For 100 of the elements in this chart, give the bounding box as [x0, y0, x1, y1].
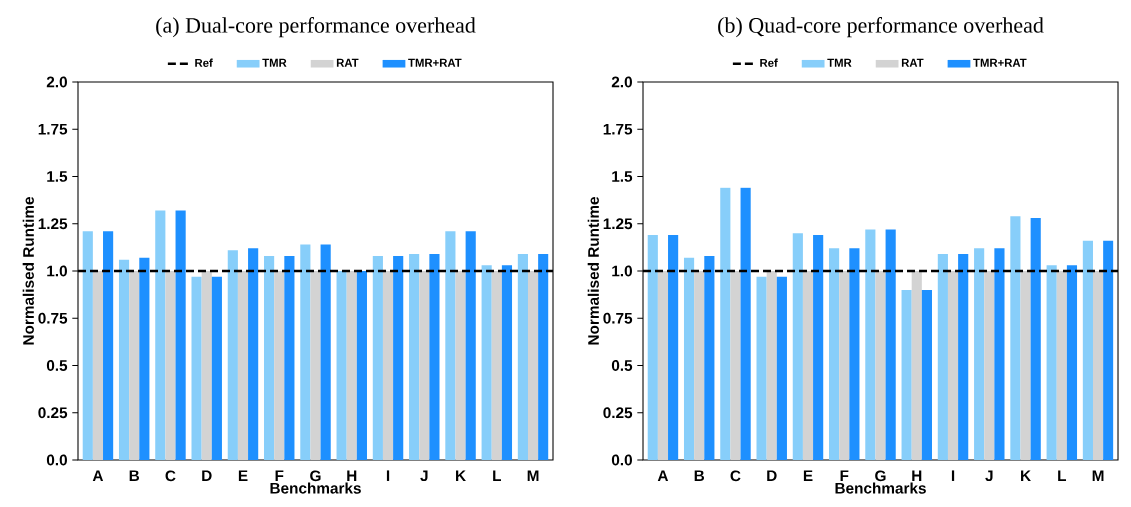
y-tick-label: 1.5 [612, 171, 633, 182]
x-tick-label: G [310, 470, 321, 482]
bar [129, 271, 140, 460]
x-tick-label: K [456, 470, 466, 481]
y-axis-title: Normalised Runtime [22, 196, 34, 345]
y-tick-label: 0.25 [38, 407, 68, 419]
bar [704, 255, 715, 460]
legend-label: TMR [827, 58, 852, 67]
bar [455, 271, 466, 460]
bar [1020, 271, 1031, 460]
bar [465, 231, 476, 460]
x-axis-title: Benchmarks [835, 482, 926, 494]
bar [875, 271, 886, 460]
bar [264, 255, 275, 460]
x-tick-label: A [657, 470, 669, 481]
bar [310, 271, 321, 460]
bar [776, 276, 787, 460]
bar [1056, 271, 1067, 460]
bar [720, 187, 731, 460]
bar [766, 271, 777, 460]
y-tick-label: 2.0 [46, 76, 67, 88]
x-tick-label: A [92, 470, 104, 481]
bar [419, 271, 430, 460]
chart-title: (a) Dual-core performance overhead [156, 17, 476, 38]
y-tick-label: 0.75 [603, 312, 633, 324]
bar [274, 271, 285, 460]
bar [336, 271, 347, 460]
x-tick-label: I [386, 470, 390, 481]
bar [911, 271, 922, 460]
x-tick-label: L [493, 470, 502, 481]
bar [1082, 240, 1093, 460]
bar [175, 210, 186, 460]
bar [1046, 265, 1057, 460]
x-axis-title: Benchmarks [270, 482, 361, 494]
x-tick-label: E [803, 470, 813, 481]
bar [647, 235, 658, 460]
bar [92, 271, 104, 460]
bar [865, 229, 876, 460]
bar [491, 271, 502, 460]
y-tick-label: 1.0 [47, 265, 67, 277]
x-tick-label: F [275, 470, 284, 481]
bar [538, 253, 549, 460]
y-tick-label: 1.75 [603, 123, 633, 135]
x-tick-label: H [912, 470, 922, 481]
bar [356, 271, 367, 460]
bar [994, 248, 1005, 460]
legend-label: TMR+RAT [408, 58, 462, 67]
x-tick-label: B [694, 470, 705, 481]
bar [346, 271, 357, 460]
bar [501, 265, 513, 460]
bar [1066, 265, 1078, 460]
bar [839, 271, 850, 460]
bar [165, 271, 176, 460]
x-tick-label: K [1021, 470, 1031, 481]
bar [248, 248, 259, 460]
bar [211, 276, 222, 460]
legend-label: Ref [195, 58, 213, 67]
bar [813, 235, 824, 460]
y-tick-label: 1.75 [38, 123, 68, 135]
legend-label: RAT [901, 58, 924, 67]
legend-label: RAT [336, 58, 359, 67]
bar [683, 257, 695, 460]
bar [481, 265, 492, 460]
bar [393, 255, 404, 460]
bar [227, 250, 238, 460]
y-tick-label: 0.75 [38, 312, 68, 324]
bar [300, 244, 311, 460]
x-tick-label: G [875, 470, 886, 482]
bar [103, 231, 114, 460]
bar [284, 255, 295, 460]
x-tick-label: B [129, 470, 140, 481]
bar [191, 276, 202, 460]
bar [668, 235, 679, 460]
bar [849, 248, 860, 460]
y-tick-label: 0.25 [603, 407, 633, 419]
bar [527, 271, 539, 460]
x-tick-label: D [767, 470, 777, 481]
bar [118, 259, 130, 460]
y-tick-label: 0.5 [611, 360, 633, 371]
bar [1103, 240, 1114, 460]
bar [657, 271, 669, 460]
bar [740, 187, 751, 460]
bar [947, 271, 959, 460]
bar [756, 276, 767, 460]
legend-label: Ref [760, 58, 778, 67]
bar [829, 248, 840, 460]
y-tick-label: 1.25 [603, 218, 633, 230]
bar [730, 271, 741, 460]
x-tick-label: I [951, 470, 955, 481]
bar [320, 244, 331, 460]
bar [1092, 271, 1104, 460]
y-tick-label: 0.5 [46, 360, 68, 371]
y-tick-label: 1.25 [38, 218, 68, 230]
bar [694, 271, 705, 460]
x-tick-label: L [1058, 470, 1067, 481]
x-tick-label: F [840, 470, 849, 481]
bar [974, 248, 985, 460]
bar [885, 229, 896, 460]
y-tick-label: 2.0 [611, 76, 632, 88]
bar [429, 253, 440, 460]
